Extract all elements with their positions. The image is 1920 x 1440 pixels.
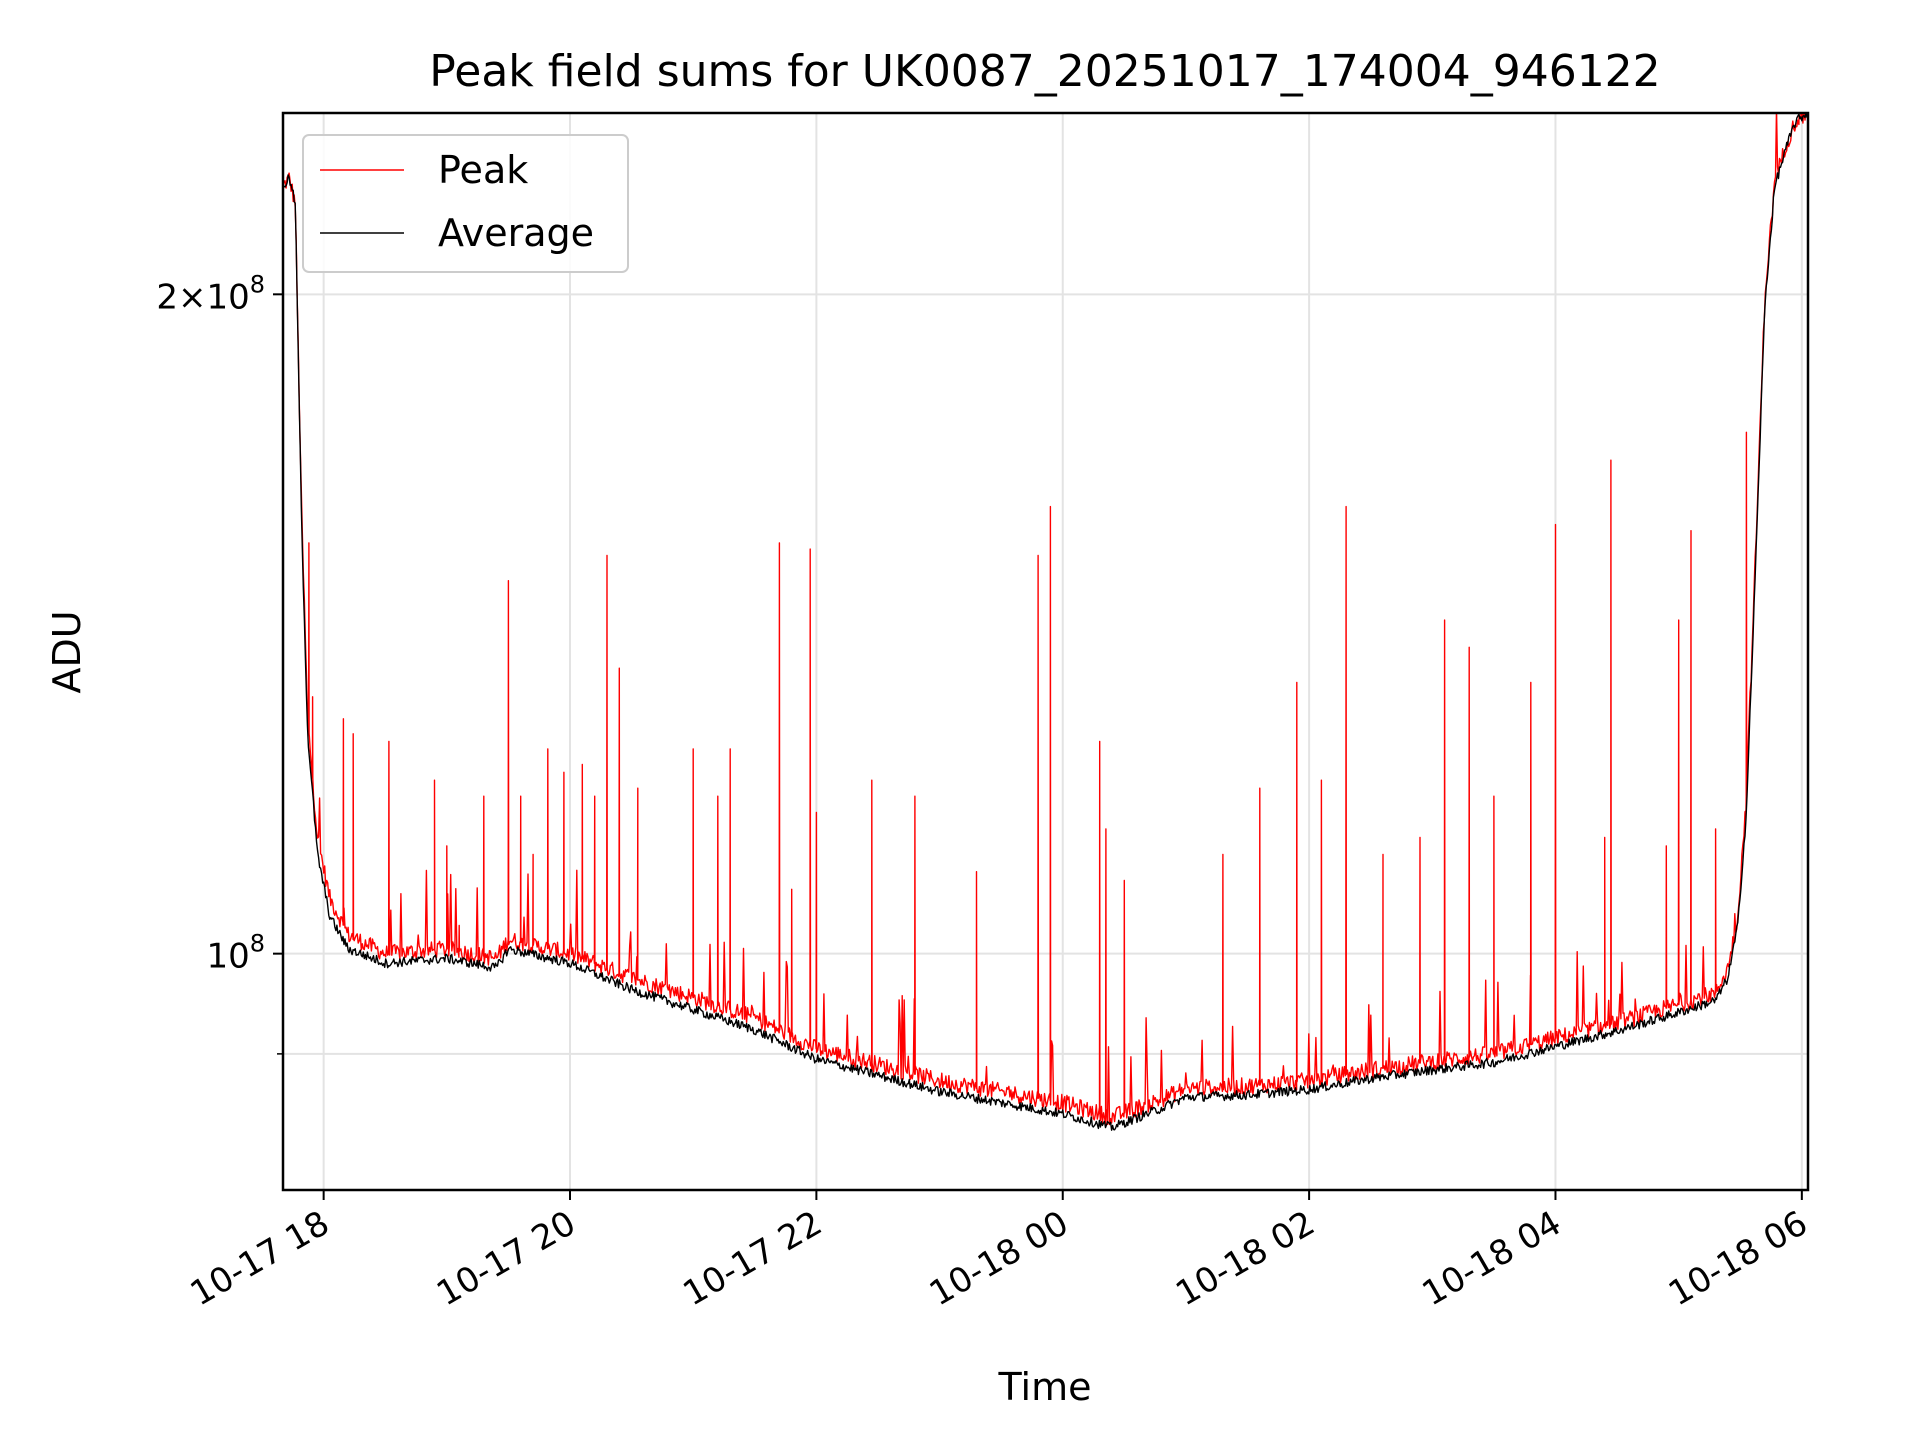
x-tick-label: 10-17 18 [184,1203,336,1314]
x-tick-label: 10-17 22 [676,1203,828,1314]
y-tick-exponent: 8 [250,270,265,298]
series-group [283,113,1808,1131]
series-line-peak [283,113,1808,1126]
plot-frame [281,111,1810,1192]
x-tick-label: 10-17 20 [430,1203,582,1314]
chart-title: Peak field sums for UK0087_20251017_1740… [429,46,1660,97]
y-tick-label: 2×108 [156,270,265,317]
y-tick-label: 108 [206,930,265,977]
x-axis-label: Time [998,1365,1092,1409]
plot-area [283,113,1808,1131]
legend-label-peak: Peak [438,148,528,192]
y-tick-base: 10 [206,937,249,977]
x-tick-label: 10-18 00 [923,1203,1075,1314]
y-tick-exponent: 8 [250,930,265,958]
x-axis-ticks: 10-17 18 10-17 20 10-17 22 10-18 00 10-18 02… [184,1190,1814,1314]
x-tick-label: 10-18 06 [1662,1203,1814,1314]
legend-label-average: Average [438,211,594,255]
x-tick-label: 10-18 02 [1169,1203,1321,1314]
series-line-average [283,113,1808,1131]
x-tick-label: 10-18 04 [1416,1203,1568,1314]
y-tick-base: 2×10 [156,277,249,317]
legend: Peak Average [302,134,629,273]
y-axis-label: ADU [45,610,89,693]
